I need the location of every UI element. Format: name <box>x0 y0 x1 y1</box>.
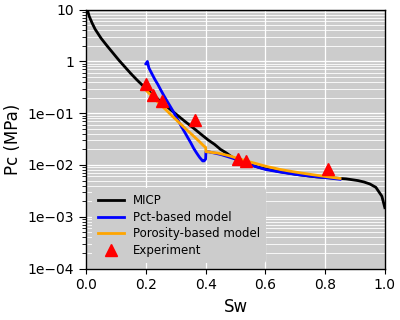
MICP <box>350 178 354 182</box>
MICP <box>260 166 265 170</box>
Pct-based model <box>308 174 312 178</box>
Experiment <box>236 157 241 161</box>
Pct-based model <box>323 176 328 180</box>
Line: Experiment: Experiment <box>140 78 334 174</box>
MICP <box>85 9 90 13</box>
Pct-based model <box>263 168 268 172</box>
Pct-based model <box>182 130 187 134</box>
Pct-based model <box>248 163 253 167</box>
Pct-based model <box>167 104 172 108</box>
Pct-based model <box>179 125 184 129</box>
Experiment <box>144 82 148 86</box>
Porosity-based model <box>308 172 312 176</box>
Pct-based model <box>203 157 208 161</box>
Pct-based model <box>176 120 181 124</box>
Porosity-based model <box>179 123 184 127</box>
Pct-based model <box>202 159 206 163</box>
Porosity-based model <box>215 151 220 155</box>
Porosity-based model <box>263 164 268 168</box>
Pct-based model <box>152 77 157 81</box>
Porosity-based model <box>176 120 181 124</box>
Pct-based model <box>170 109 175 113</box>
Pct-based model <box>185 136 190 140</box>
Pct-based model <box>158 88 163 92</box>
Pct-based model <box>204 150 208 154</box>
MICP <box>314 175 318 179</box>
Porosity-based model <box>245 159 250 163</box>
Pct-based model <box>156 83 160 86</box>
Line: Porosity-based model: Porosity-based model <box>146 90 340 179</box>
Experiment <box>151 93 156 97</box>
Pct-based model <box>200 159 205 163</box>
Porosity-based model <box>202 144 206 148</box>
Pct-based model <box>146 66 151 70</box>
Porosity-based model <box>209 150 214 154</box>
Porosity-based model <box>173 117 178 121</box>
Porosity-based model <box>156 100 160 104</box>
Porosity-based model <box>197 140 202 144</box>
Porosity-based model <box>293 170 298 174</box>
Pct-based model <box>194 151 199 155</box>
Pct-based model <box>218 153 223 156</box>
Porosity-based model <box>164 109 169 113</box>
Experiment <box>326 167 330 171</box>
Pct-based model <box>145 60 150 63</box>
Line: MICP: MICP <box>88 11 385 208</box>
Porosity-based model <box>338 177 342 180</box>
Pct-based model <box>164 99 169 102</box>
Porosity-based model <box>191 134 196 138</box>
Porosity-based model <box>167 112 172 116</box>
Experiment <box>160 99 165 102</box>
MICP <box>272 169 277 172</box>
Porosity-based model <box>144 88 148 92</box>
Pct-based model <box>233 157 238 161</box>
Y-axis label: Pc (MPa): Pc (MPa) <box>4 103 22 175</box>
Experiment <box>244 159 248 163</box>
Legend: MICP, Pct-based model, Porosity-based model, Experiment: MICP, Pct-based model, Porosity-based mo… <box>92 188 266 263</box>
Porosity-based model <box>221 153 226 156</box>
Pct-based model <box>293 172 298 176</box>
Pct-based model <box>162 93 166 97</box>
MICP <box>254 165 259 169</box>
Porosity-based model <box>278 168 283 172</box>
Porosity-based model <box>150 94 154 98</box>
Pct-based model <box>338 177 342 181</box>
Porosity-based model <box>185 129 190 132</box>
Pct-based model <box>278 170 283 174</box>
Porosity-based model <box>203 145 208 149</box>
Pct-based model <box>173 114 178 118</box>
Pct-based model <box>150 72 154 76</box>
Porosity-based model <box>204 150 208 154</box>
Porosity-based model <box>152 97 157 101</box>
Porosity-based model <box>162 106 166 110</box>
Line: Pct-based model: Pct-based model <box>146 61 340 179</box>
Pct-based model <box>206 150 211 154</box>
X-axis label: Sw: Sw <box>224 298 248 316</box>
Experiment <box>193 118 198 122</box>
MICP <box>158 100 163 103</box>
Porosity-based model <box>239 157 244 161</box>
Porosity-based model <box>233 156 238 160</box>
Porosity-based model <box>323 175 328 179</box>
Porosity-based model <box>146 91 151 95</box>
Pct-based model <box>144 62 148 66</box>
Porosity-based model <box>206 150 211 154</box>
Pct-based model <box>188 141 193 145</box>
Porosity-based model <box>251 161 256 165</box>
Porosity-based model <box>227 154 232 158</box>
Porosity-based model <box>158 103 163 107</box>
Pct-based model <box>191 146 196 150</box>
Pct-based model <box>197 156 202 159</box>
Porosity-based model <box>170 115 175 118</box>
MICP <box>382 206 387 210</box>
